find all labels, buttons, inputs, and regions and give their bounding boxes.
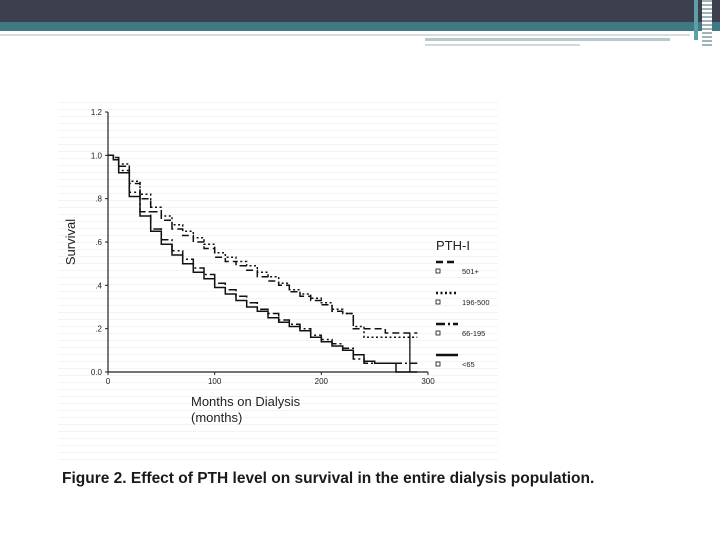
y-tick-label: .8 (95, 195, 102, 204)
legend-label-2: 196-500 (462, 298, 490, 307)
slide-header-bar (0, 0, 720, 22)
slide-divider-line-3 (425, 44, 580, 46)
x-axis-label-unit: (months) (191, 410, 242, 425)
y-tick-label: 1.2 (91, 108, 103, 117)
x-tick-label: 300 (421, 377, 435, 386)
series-line-1 (108, 154, 418, 334)
legend-label-4: <65 (462, 360, 475, 369)
slide-header-accent-band (0, 22, 720, 31)
slide-divider-line-2 (425, 38, 670, 41)
figure-image: 0.0 .2 .4 .6 .8 1.0 1.2 0 100 200 300 Survival Month… (58, 100, 498, 460)
slide-divider-line (0, 34, 690, 36)
x-axis-label: Months on Dialysis (191, 394, 301, 409)
y-tick-label: .6 (95, 238, 102, 247)
legend-marker-4 (435, 361, 441, 367)
y-tick-label: .4 (95, 281, 102, 290)
y-tick-label: 1.0 (91, 151, 103, 160)
series-line-3 (108, 154, 418, 365)
x-tick-label: 0 (106, 377, 111, 386)
survival-chart: 0.0 .2 .4 .6 .8 1.0 1.2 0 100 200 300 Survival Month… (63, 108, 490, 425)
slide-header-accent-mark (694, 0, 698, 40)
legend-marker-3 (435, 330, 441, 336)
x-tick-label: 100 (208, 377, 222, 386)
legend-label-1: 501+ (462, 267, 480, 276)
series-line-2 (108, 154, 418, 339)
legend-marker-1 (435, 268, 441, 274)
y-axis-label: Survival (63, 219, 78, 265)
y-tick-label: 0.0 (91, 368, 103, 377)
x-tick-label: 200 (315, 377, 329, 386)
legend-title: PTH-I (436, 238, 470, 253)
y-tick-label: .2 (95, 325, 102, 334)
legend-marker-2 (435, 299, 441, 305)
figure-caption: Figure 2. Effect of PTH level on surviva… (62, 470, 595, 487)
slide-side-decoration (702, 0, 712, 48)
legend-label-3: 66-195 (462, 329, 485, 338)
series-line-4 (108, 154, 418, 373)
